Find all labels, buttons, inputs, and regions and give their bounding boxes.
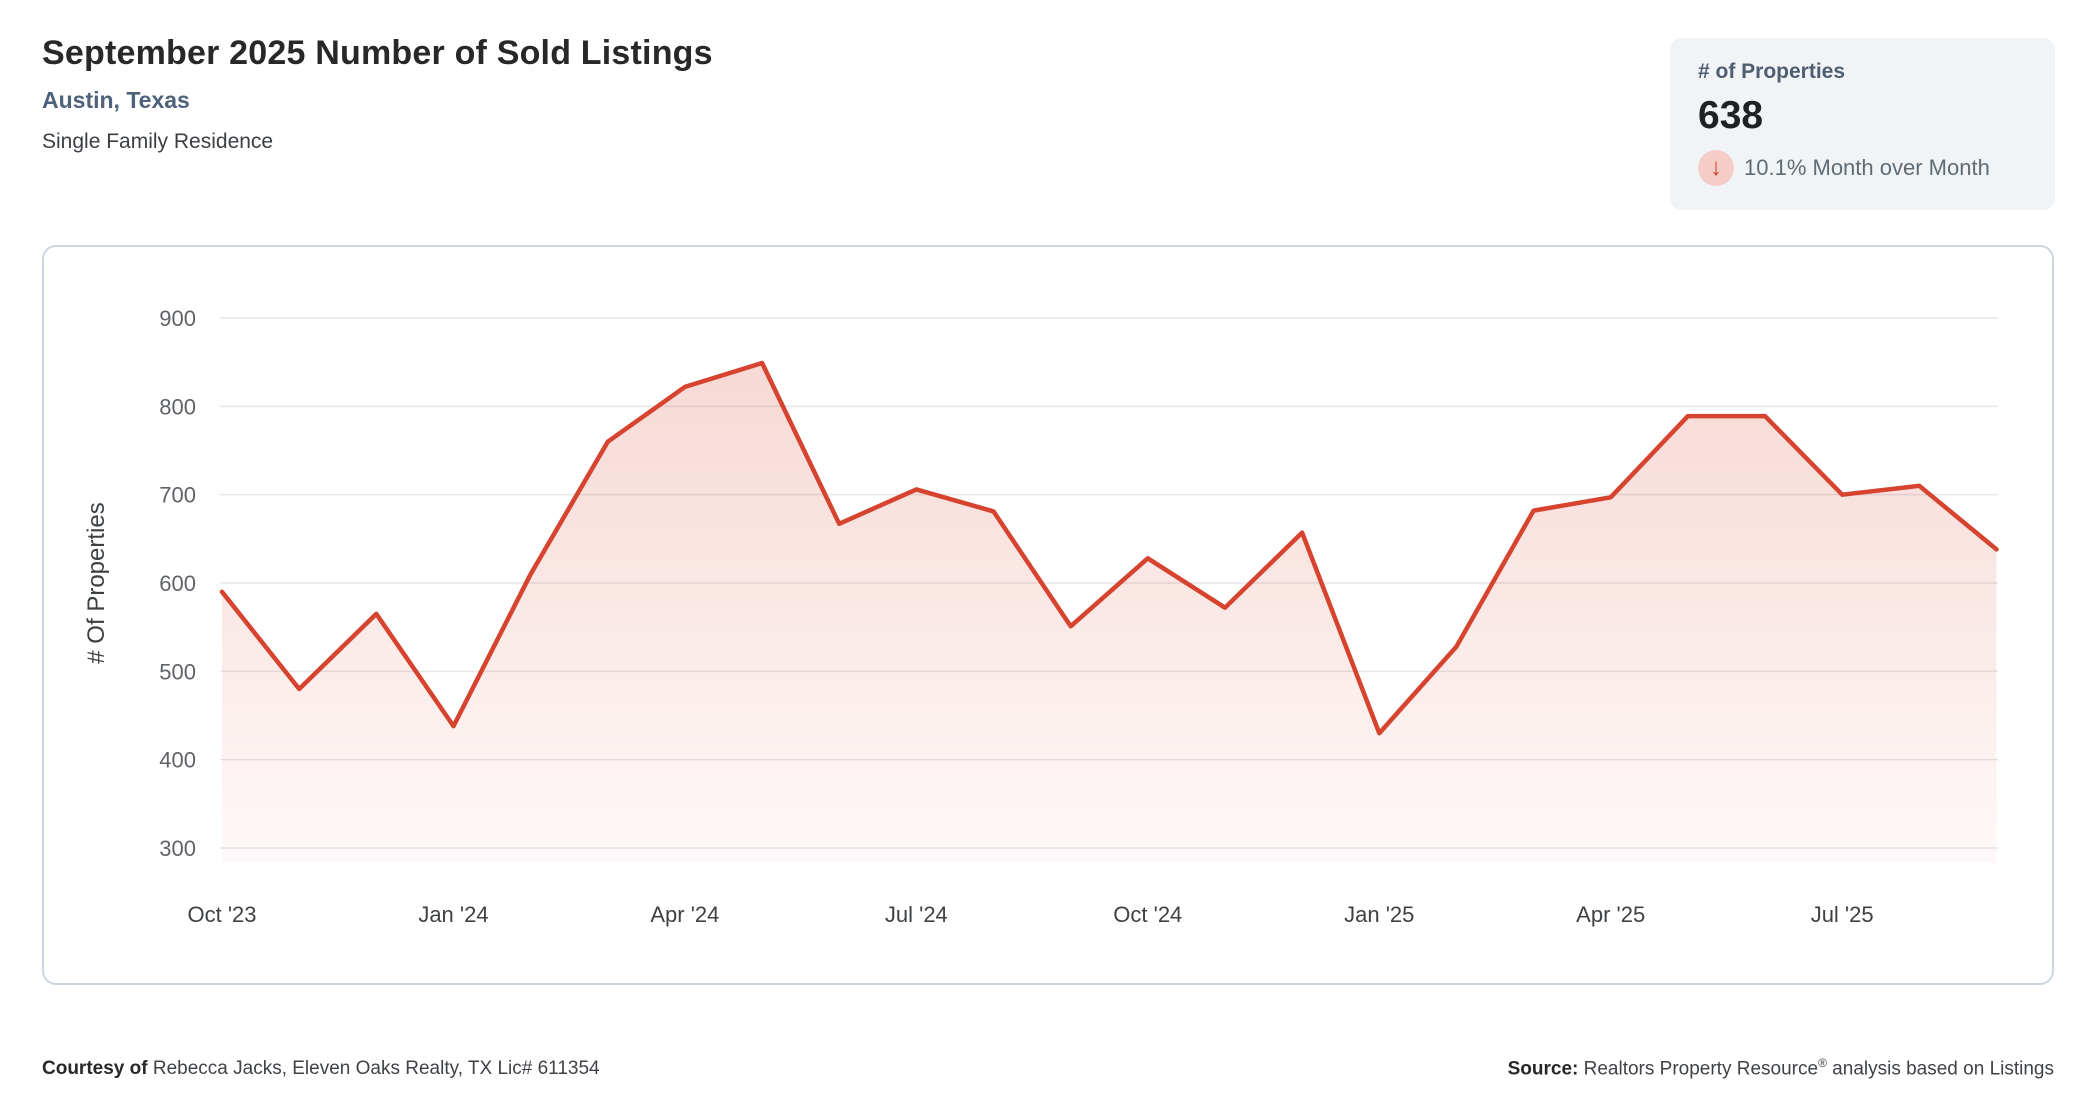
courtesy-label: Courtesy of — [42, 1058, 148, 1080]
courtesy-text: Courtesy of Rebecca Jacks, Eleven Oaks R… — [42, 1058, 600, 1080]
y-tick-label: 300 — [159, 836, 196, 861]
stat-card-label: # of Properties — [1698, 60, 1846, 83]
y-tick-label: 600 — [159, 571, 196, 596]
axis-layer: 300 400 500 600 700 800 900 Oct '23 Jan '24 Apr '… — [83, 306, 1874, 927]
down-arrow-icon: ↓ — [1698, 150, 1734, 186]
source-suffix: analysis based on Listings — [1826, 1058, 2054, 1080]
x-tick-label: Jan '25 — [1344, 902, 1414, 927]
y-tick-label: 400 — [159, 748, 196, 773]
x-tick-label: Jul '24 — [885, 902, 948, 927]
x-tick-label: Oct '24 — [1113, 902, 1182, 927]
properties-stat-card: # of Properties 638 ↓ 10.1% Month over M… — [1670, 38, 2055, 210]
y-tick-label: 500 — [159, 659, 196, 684]
property-type-label: Single Family Residence — [42, 130, 274, 153]
series-area — [222, 363, 1997, 863]
report-footer: Courtesy of Rebecca Jacks, Eleven Oaks R… — [42, 1056, 2054, 1080]
sold-listings-chart: 300 400 500 600 700 800 900 Oct '23 Jan '24 Apr '… — [42, 245, 2054, 985]
y-tick-label: 800 — [159, 394, 196, 419]
x-tick-label: Jul '25 — [1811, 902, 1874, 927]
page-title: September 2025 Number of Sold Listings — [42, 34, 713, 72]
y-tick-label: 700 — [159, 483, 196, 508]
stat-change-row: ↓ 10.1% Month over Month — [1698, 150, 2027, 186]
location-subtitle: Austin, Texas — [42, 87, 190, 113]
y-tick-label: 900 — [159, 306, 196, 331]
series-line — [219, 360, 1999, 736]
chart-svg: 300 400 500 600 700 800 900 Oct '23 Jan '24 Apr '… — [83, 306, 1999, 927]
source-text: Source: Realtors Property Resource® anal… — [1508, 1056, 2054, 1080]
x-tick-label: Apr '24 — [650, 902, 719, 927]
y-axis-title: # Of Properties — [83, 502, 110, 663]
source-label: Source: — [1507, 1058, 1579, 1080]
stat-card-value: 638 — [1698, 94, 1764, 137]
month-over-month-text: 10.1% Month over Month — [1744, 155, 1990, 180]
registered-mark: ® — [1818, 1056, 1827, 1070]
report-header: September 2025 Number of Sold Listings A… — [42, 34, 713, 154]
x-tick-label: Oct '23 — [187, 902, 256, 927]
courtesy-detail: Rebecca Jacks, Eleven Oaks Realty, TX Li… — [147, 1058, 600, 1080]
source-detail: Realtors Property Resource — [1578, 1058, 1819, 1080]
x-tick-label: Apr '25 — [1576, 902, 1645, 927]
x-tick-label: Jan '24 — [418, 902, 488, 927]
